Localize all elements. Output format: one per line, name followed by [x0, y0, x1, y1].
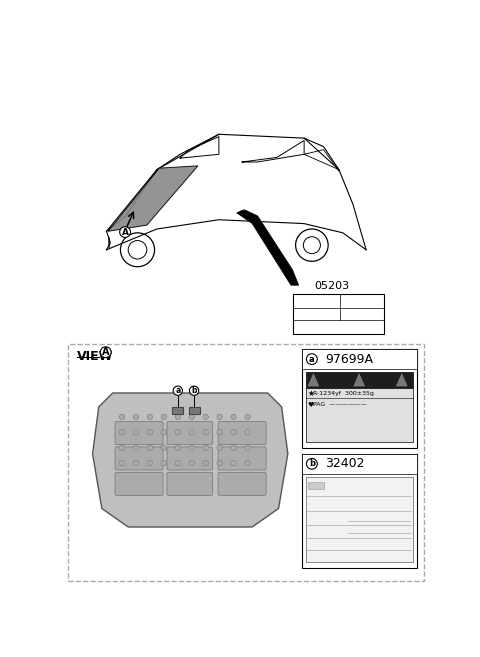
FancyBboxPatch shape [167, 472, 213, 495]
Circle shape [161, 461, 167, 466]
Circle shape [120, 461, 125, 466]
Text: 05203: 05203 [314, 281, 349, 291]
Text: A: A [121, 227, 129, 237]
Bar [306, 373, 413, 388]
Circle shape [161, 430, 167, 435]
Circle shape [231, 430, 236, 435]
Polygon shape [93, 393, 288, 527]
Circle shape [100, 347, 111, 357]
Circle shape [245, 414, 250, 420]
Circle shape [245, 461, 250, 466]
Circle shape [173, 386, 182, 396]
FancyBboxPatch shape [167, 422, 213, 445]
Circle shape [133, 430, 139, 435]
Circle shape [306, 353, 317, 365]
Circle shape [133, 461, 139, 466]
Polygon shape [354, 374, 365, 386]
Bar [292, 294, 384, 334]
Circle shape [161, 414, 167, 420]
Text: b: b [192, 386, 197, 396]
Circle shape [217, 461, 222, 466]
Circle shape [203, 414, 208, 420]
Bar [172, 407, 183, 414]
Circle shape [175, 414, 180, 420]
FancyBboxPatch shape [115, 447, 163, 470]
Text: 97699A: 97699A [325, 353, 373, 365]
Polygon shape [308, 374, 319, 386]
Circle shape [175, 445, 180, 450]
Bar [306, 477, 413, 562]
FancyBboxPatch shape [167, 447, 213, 470]
Polygon shape [237, 210, 299, 285]
Text: a: a [309, 355, 315, 363]
Text: a: a [175, 386, 180, 396]
Bar [189, 407, 200, 414]
Circle shape [203, 461, 208, 466]
Circle shape [161, 445, 167, 450]
Circle shape [231, 461, 236, 466]
Bar [302, 349, 417, 369]
Text: 32402: 32402 [325, 457, 364, 470]
Circle shape [120, 430, 125, 435]
Circle shape [217, 414, 222, 420]
Circle shape [203, 445, 208, 450]
FancyBboxPatch shape [115, 472, 163, 495]
Circle shape [203, 430, 208, 435]
Circle shape [306, 459, 317, 469]
Circle shape [133, 414, 139, 420]
Text: A: A [102, 347, 109, 357]
Circle shape [147, 430, 153, 435]
Circle shape [147, 414, 153, 420]
Circle shape [231, 414, 236, 420]
Circle shape [120, 445, 125, 450]
Bar [308, 482, 324, 489]
FancyBboxPatch shape [218, 447, 266, 470]
Circle shape [217, 430, 222, 435]
Bar [302, 454, 417, 568]
Text: ♥: ♥ [307, 401, 313, 407]
Circle shape [245, 430, 250, 435]
Circle shape [175, 461, 180, 466]
Circle shape [147, 461, 153, 466]
Circle shape [133, 445, 139, 450]
Polygon shape [396, 374, 407, 386]
Text: VIEW: VIEW [77, 350, 113, 363]
Circle shape [175, 430, 180, 435]
Polygon shape [108, 166, 198, 231]
FancyBboxPatch shape [68, 344, 424, 581]
Text: R-1234yf  300±35g: R-1234yf 300±35g [313, 390, 374, 396]
Circle shape [189, 445, 194, 450]
Circle shape [217, 445, 222, 450]
Circle shape [189, 461, 194, 466]
Circle shape [231, 445, 236, 450]
Circle shape [120, 414, 125, 420]
FancyBboxPatch shape [218, 472, 266, 495]
Circle shape [190, 386, 199, 396]
FancyBboxPatch shape [115, 422, 163, 445]
Bar [302, 349, 417, 447]
Circle shape [189, 430, 194, 435]
Circle shape [147, 445, 153, 450]
Bar [306, 388, 413, 442]
Circle shape [189, 414, 194, 420]
Text: ★: ★ [307, 388, 314, 397]
Circle shape [245, 445, 250, 450]
Text: b: b [309, 459, 315, 468]
Text: PAG  ——————: PAG —————— [313, 402, 367, 407]
Circle shape [120, 227, 131, 237]
Bar [302, 454, 417, 474]
FancyBboxPatch shape [218, 422, 266, 445]
